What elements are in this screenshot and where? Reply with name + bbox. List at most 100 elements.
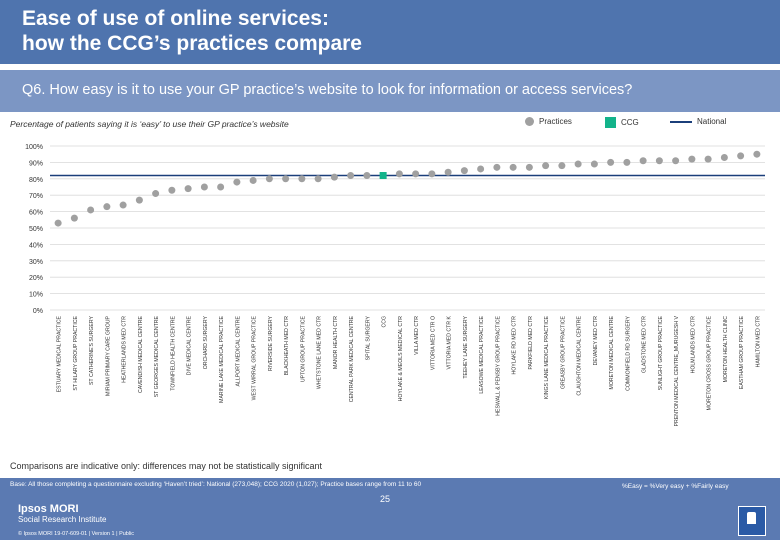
practice-point: [428, 170, 436, 178]
x-tick-label: ST HILARY GROUP PRACTICE: [73, 315, 79, 390]
x-tick-label: VITTORIA MED CTR O: [430, 316, 436, 370]
x-tick-label: WHETSTONE LANE MED CTR: [317, 316, 323, 389]
practice-point: [688, 155, 696, 163]
practice-point: [737, 152, 745, 160]
x-tick-label: MANOR HEALTH CTR: [333, 316, 339, 369]
x-tick-label: HESWALL & PENSBY GROUP PRACTICE: [495, 315, 501, 415]
practice-point: [200, 183, 208, 191]
x-tick-label: LEASOWE MEDICAL PRACTICE: [479, 315, 485, 393]
x-tick-label: GLADSTONE MED CTR: [642, 316, 648, 373]
practice-point: [412, 170, 420, 178]
x-tick-label: WEST WIRRAL GROUP PRACTICE: [252, 315, 258, 400]
practice-point: [525, 163, 533, 171]
x-tick-label: SPITAL SURGERY: [365, 315, 371, 360]
x-tick-label: GREASBY GROUP PRACTICE: [560, 315, 566, 389]
practice-point: [347, 172, 355, 180]
x-tick-label: CCG: [382, 316, 388, 328]
legend-ccg: CCG: [605, 117, 639, 128]
practice-point: [607, 158, 615, 166]
practice-point: [184, 185, 192, 193]
practice-point: [217, 183, 225, 191]
x-tick-label: ORCHARD SURGERY: [203, 315, 209, 369]
x-tick-label: RIVERSIDE SURGERY: [268, 315, 274, 371]
footer-bar: Base: All those completing a questionnai…: [0, 478, 780, 540]
disclaimer-text: Comparisons are indicative only: differe…: [10, 461, 322, 471]
practice-point: [655, 157, 663, 165]
y-tick-label: 40%: [29, 242, 43, 249]
page-title: Ease of use of online services: how the …: [22, 7, 362, 55]
x-tick-label: MORETON MEDICAL CENTRE: [609, 315, 615, 389]
x-tick-label: ST CATHERINE'S SURGERY: [89, 315, 95, 385]
practice-point: [558, 162, 566, 170]
x-tick-label: DEVANEY MED CTR: [593, 316, 599, 366]
y-tick-label: 20%: [29, 275, 43, 282]
x-tick-label: UPTON GROUP PRACTICE: [300, 315, 306, 382]
practice-point: [119, 201, 127, 209]
question-banner: Q6. How easy is it to use your GP practi…: [0, 70, 780, 112]
ccg-point: [379, 172, 387, 180]
practice-point: [363, 172, 371, 180]
x-tick-label: EASTHAM GROUP PRACTICE: [739, 315, 745, 389]
x-tick-label: COMMONFIELD RD SURGERY: [625, 315, 631, 390]
legend-practices-label: Practices: [539, 117, 572, 126]
practice-point: [753, 150, 761, 158]
x-tick-label: BLACKHEATH MED CTR: [284, 316, 290, 376]
base-text: Base: All those completing a questionnai…: [10, 481, 422, 488]
practice-point: [639, 157, 647, 165]
practice-point: [168, 186, 176, 194]
y-tick-label: 60%: [29, 210, 43, 217]
practice-point: [493, 163, 501, 171]
easy-definition: %Easy = %Very easy + %Fairly easy: [622, 483, 729, 490]
copyright-text: © Ipsos MORI 19-07-609-01 | Version 1 | …: [18, 531, 135, 537]
y-tick-label: 70%: [29, 193, 43, 200]
ipsos-logo: Ipsos MORI Social Research Institute: [18, 503, 107, 524]
x-tick-label: DIVE MEDICAL CENTRE: [187, 315, 193, 375]
practice-point: [509, 163, 517, 171]
practice-point: [152, 190, 160, 198]
x-tick-label: CLAUGHTON MEDICAL CENTRE: [577, 315, 583, 395]
x-tick-label: HEATHERLANDS MED CTR: [122, 316, 128, 383]
x-tick-label: PRENTON MEDICAL CENTRE_MURUGESH V: [674, 315, 680, 426]
x-tick-label: HOYLAKE RD MED CTR: [512, 316, 518, 375]
x-tick-label: CENTRAL PARK MEDICAL CENTRE: [349, 315, 355, 402]
practice-point: [395, 170, 403, 178]
x-tick-label: KINGS LANE MEDICAL PRACTICE: [544, 315, 550, 399]
national-line-icon: [670, 120, 692, 123]
practice-point: [704, 155, 712, 163]
practice-point: [233, 178, 241, 186]
practice-point: [54, 219, 62, 227]
logo-subtitle: Social Research Institute: [18, 515, 107, 524]
x-tick-label: ESTUARY MEDICAL PRACTICE: [57, 315, 63, 392]
practice-point: [444, 168, 452, 176]
chart-subtitle: Percentage of patients saying it is ‘eas…: [10, 119, 289, 129]
x-tick-label: PARKFIELD MED CTR: [528, 316, 534, 370]
x-tick-label: MIRIAM PRIMARY CARE GROUP: [105, 315, 111, 395]
y-tick-label: 100%: [25, 144, 43, 151]
practice-point: [265, 175, 273, 183]
practice-point: [720, 153, 728, 161]
x-tick-label: MARINE LAKE MEDICAL PRACTICE: [219, 315, 225, 402]
x-tick-label: ALLPORT MEDICAL CENTRE: [235, 315, 241, 386]
legend-practices: Practices: [525, 117, 572, 126]
legend-national: National: [670, 117, 726, 126]
y-tick-label: 80%: [29, 177, 43, 184]
x-tick-label: VILLA MED CTR: [414, 316, 420, 355]
practice-point: [574, 160, 582, 168]
x-tick-label: HOLMLANDS MED CTR: [690, 316, 696, 374]
x-tick-label: SUNLIGHT GROUP PRACTICE: [658, 315, 664, 390]
y-tick-label: 10%: [29, 292, 43, 299]
practice-point: [590, 160, 598, 168]
practice-point: [249, 176, 257, 184]
practice-point: [282, 175, 290, 183]
header-banner: Ease of use of online services: how the …: [0, 0, 780, 64]
x-tick-label: HOYLAKE & MEOLS MEDICAL CTR: [398, 316, 404, 402]
chart-area: 0% 10% 20% 30% 40% 50% 60% 70% 80% 90% 100% ESTUARY…: [25, 144, 765, 426]
x-tick-label: TEEHEY LANE SURGERY: [463, 315, 469, 378]
logo-name: Ipsos MORI: [18, 503, 79, 515]
x-tick-label: TOWNFIELD HEALTH CENTRE: [170, 315, 176, 390]
x-tick-label: MORETON HEALTH CLINIC: [723, 316, 729, 383]
x-tick-label: VITTORIA MED CTR K: [447, 315, 453, 369]
y-tick-label: 0%: [33, 308, 43, 315]
x-tick-label: ST GEORGES MEDICAL CENTRE: [154, 315, 160, 397]
practice-point: [460, 167, 468, 175]
